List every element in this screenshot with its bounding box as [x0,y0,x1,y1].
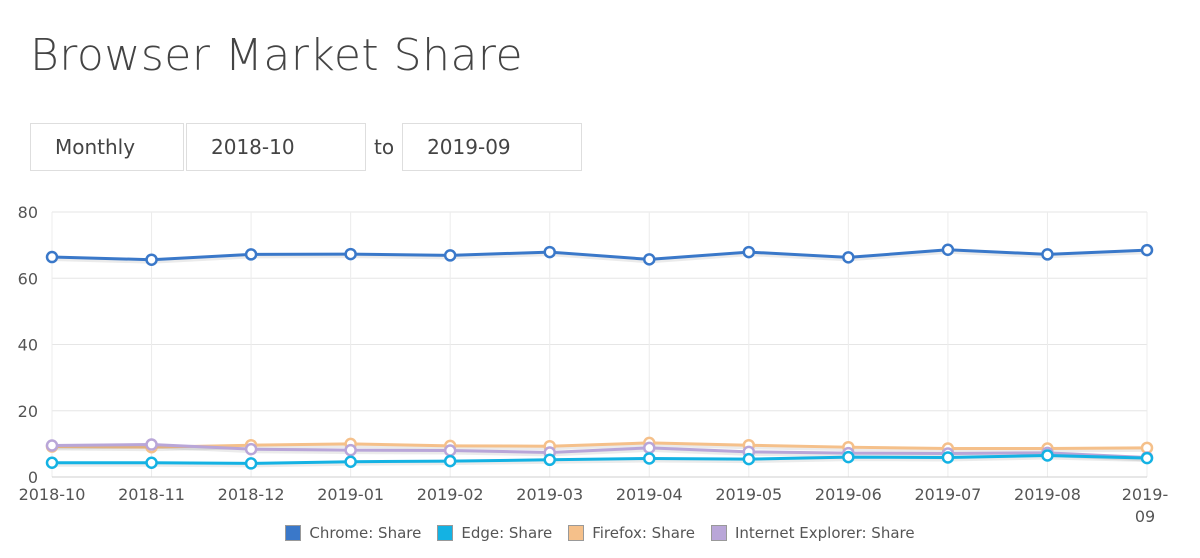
x-tick-label: 2019-01 [317,485,384,504]
legend-label: Firefox: Share [592,524,695,542]
x-tick-label: 2019-05 [715,485,782,504]
x-tick-label: 2019-04 [616,485,683,504]
x-tick-label: 2018-10 [19,485,86,504]
data-point [842,450,855,464]
data-point [45,439,59,452]
legend-item[interactable]: Chrome: Share [285,524,421,542]
y-tick-label: 40 [18,336,38,355]
legend-label: Internet Explorer: Share [734,524,915,542]
series-line-internet-explorer [51,443,1148,459]
data-point [643,253,656,266]
x-tick-label: 2018-11 [118,485,185,504]
browser-share-line-chart: 0 20 40 60 80 2018-10 2018-11 2018-12 2019-01 201… [18,203,1169,524]
date-range-controls: Monthly 2018-10 to 2019-09 [30,122,583,172]
series-line-edge [52,453,1148,465]
legend-swatch [285,525,302,541]
x-tick-label: 2019-07 [914,485,981,504]
y-tick-label: 60 [18,269,38,288]
data-point [244,457,258,470]
data-point [543,245,556,259]
data-point [1140,451,1154,465]
data-point [443,249,457,262]
data-point [244,248,258,261]
y-tick-label: 20 [18,402,38,421]
data-point [45,456,59,470]
x-tick-label: 2019-03 [516,485,583,504]
y-tick-label: 80 [18,203,38,222]
legend-swatch [437,525,454,541]
data-point [45,250,59,264]
x-tick-label: 2019-06 [815,485,882,504]
series-line-shadow [51,444,1148,462]
start-date-input[interactable]: 2018-10 [186,123,366,171]
legend-swatch [568,525,585,541]
data-point [244,442,258,456]
data-point [842,251,855,264]
series-line-chrome [51,248,1148,262]
legend-label: Chrome: Share [309,524,422,542]
data-point [643,441,656,455]
data-point [742,452,756,466]
x-tick-label: 2019-02 [417,485,484,504]
data-point [145,438,158,451]
chart-legend: Chrome: Share Edge: Share Firefox: Share In… [0,524,1200,542]
series-line-shadow [52,455,1148,468]
data-point [941,243,955,257]
data-point [443,454,457,468]
x-tick-label: 2019- [1122,485,1169,504]
period-select[interactable]: Monthly [30,123,184,171]
to-label: to [374,135,395,159]
data-point [643,452,656,465]
series-line-shadow [51,249,1148,264]
x-tick-label: 09 [1135,507,1155,524]
data-point [344,247,357,261]
data-point [145,456,158,470]
x-tick-label: 2018-12 [218,485,285,504]
data-point [145,253,158,266]
data-point [543,453,556,467]
data-point [443,444,457,457]
legend-item[interactable]: Firefox: Share [568,524,695,542]
data-point [1140,243,1154,257]
data-point [344,455,357,469]
y-tick-label: 0 [28,468,38,487]
data-point [742,245,756,259]
legend-swatch [710,525,727,541]
series-line-firefox [51,441,1148,451]
x-tick-label: 2019-08 [1014,485,1081,504]
legend-item[interactable]: Internet Explorer: Share [710,524,915,542]
legend-label: Edge: Share [461,524,553,542]
data-point [1041,248,1054,261]
page-title: Browser Market Share [30,30,524,81]
end-date-input[interactable]: 2019-09 [402,123,583,171]
legend-item[interactable]: Edge: Share [437,524,552,542]
data-point [344,443,357,457]
data-point [1041,449,1054,462]
data-point [941,451,955,464]
